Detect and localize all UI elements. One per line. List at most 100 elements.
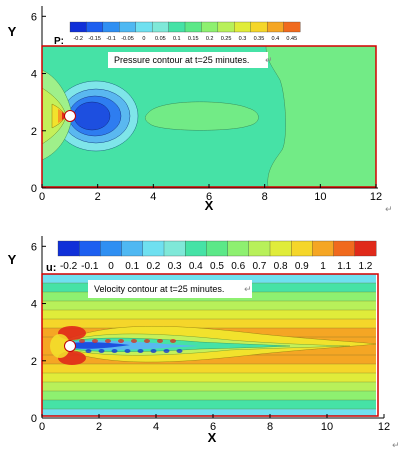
pressure-annotation-mark: ↵: [265, 56, 273, 66]
vortex: [131, 339, 137, 343]
colorbar-swatch: [102, 21, 120, 33]
colorbar-tick-label: 0.35: [254, 36, 265, 42]
colorbar-tick-label: 0.2: [206, 36, 214, 42]
velocity-x-label: X: [208, 430, 217, 445]
x-tick-label: 6: [206, 191, 212, 203]
pressure-annotation: Pressure contour at t=25 minutes.: [114, 55, 249, 65]
vortex: [137, 349, 144, 353]
y-tick-label: 0: [31, 183, 37, 195]
colorbar-swatch: [291, 240, 313, 257]
pressure-wake-blob: [145, 101, 259, 131]
colorbar-swatch: [312, 240, 335, 257]
colorbar-swatch: [142, 240, 165, 257]
colorbar-swatch: [184, 21, 202, 33]
y-tick-label: 0: [31, 413, 37, 425]
colorbar-tick-label: -0.05: [121, 36, 134, 42]
colorbar-swatch: [227, 240, 250, 257]
pressure-y-label: Y: [8, 24, 17, 39]
vortex: [79, 339, 85, 343]
x-tick-label: 2: [95, 191, 101, 203]
colorbar-tick-label: 0.1: [125, 261, 139, 272]
x-tick-label: 4: [153, 421, 159, 433]
colorbar-swatch: [266, 21, 285, 33]
colorbar-tick-label: 1.2: [358, 261, 372, 272]
colorbar-swatch: [69, 21, 87, 33]
colorbar-tick-label: -0.15: [88, 36, 101, 42]
colorbar-tick-label: 0.2: [146, 261, 160, 272]
velocity-annotation-box: [88, 280, 252, 298]
colorbar-swatch: [100, 240, 123, 257]
pressure-x-label: X: [205, 198, 214, 213]
velocity-cylinder: [64, 340, 76, 352]
velocity-y-label: Y: [8, 252, 17, 267]
vortex: [157, 339, 163, 343]
colorbar-swatch: [269, 240, 292, 257]
colorbar-tick-label: 0.9: [295, 261, 309, 272]
pressure-y-ticks: 0 2 4 6: [31, 11, 46, 195]
colorbar-tick-label: -0.2: [60, 261, 78, 272]
pressure-plot: 0 2 4 6 8 10 12 0 2 4 6 X Y P: -0.2 -0.15 -0.1 -0.05…: [8, 6, 382, 213]
velocity-domain-frame: [41, 273, 379, 417]
y-tick-label: 6: [31, 241, 37, 253]
colorbar-tick-label: 1: [320, 261, 326, 272]
paragraph-mark-2: ↵: [392, 441, 400, 451]
y-tick-label: 4: [31, 299, 37, 311]
vortex: [92, 339, 98, 343]
colorbar-swatch: [185, 240, 207, 257]
x-tick-label: 6: [210, 421, 216, 433]
pressure-cylinder: [64, 110, 76, 122]
colorbar-tick-label: 0.4: [272, 36, 280, 42]
vortex: [170, 339, 176, 343]
paragraph-mark-1: ↵: [385, 205, 393, 215]
pressure-x-ticks: 0 2 4 6 8 10 12: [39, 184, 382, 203]
x-tick-label: 8: [262, 191, 268, 203]
velocity-y-ticks: 0 2 4 6: [31, 241, 46, 425]
colorbar-swatch: [206, 240, 229, 257]
x-tick-label: 12: [378, 421, 390, 433]
colorbar-tick-label: 0: [108, 261, 114, 272]
velocity-annotation: Velocity contour at t=25 minutes.: [94, 284, 224, 294]
colorbar-swatch: [354, 240, 377, 257]
y-tick-label: 6: [31, 11, 37, 23]
colorbar-swatch: [79, 240, 101, 257]
vortex: [105, 339, 111, 343]
colorbar-swatch: [234, 21, 252, 33]
colorbar-swatch: [248, 240, 271, 257]
x-tick-label: 0: [39, 191, 45, 203]
colorbar-tick-label: 0.3: [239, 36, 247, 42]
colorbar-swatch: [135, 21, 153, 33]
pressure-downstream-region: [265, 46, 376, 187]
velocity-colorbar-label: u:: [46, 262, 56, 274]
colorbar-swatch: [333, 240, 356, 257]
x-tick-label: 10: [321, 421, 333, 433]
colorbar-tick-label: 0.8: [274, 261, 288, 272]
colorbar-swatch: [283, 21, 301, 33]
vortex: [111, 349, 118, 353]
vortex: [176, 349, 183, 353]
velocity-annotation-mark: ↵: [244, 285, 252, 295]
colorbar-tick-label: 0.3: [168, 261, 182, 272]
vortex: [150, 349, 157, 353]
x-tick-label: 8: [267, 421, 273, 433]
colorbar-tick-label: -0.2: [73, 36, 82, 42]
velocity-colorbar-ticks: -0.2 -0.1 0 0.1 0.2 0.3 0.4 0.5 0.6 0.7 0.8 0.9 1 1.1…: [60, 261, 373, 272]
colorbar-swatch: [57, 240, 80, 257]
vortex: [124, 349, 131, 353]
colorbar-tick-label: -0.1: [106, 36, 115, 42]
vortex: [85, 349, 92, 353]
y-tick-label: 4: [31, 69, 37, 81]
colorbar-swatch: [163, 240, 186, 257]
x-tick-label: 4: [150, 191, 156, 203]
pressure-colorbar-label: P:: [54, 36, 64, 47]
pressure-annotation-box: [108, 52, 268, 68]
x-tick-label: 10: [314, 191, 326, 203]
colorbar-tick-label: 0.05: [155, 36, 166, 42]
colorbar-swatch: [151, 21, 170, 33]
x-tick-label: 0: [39, 421, 45, 433]
colorbar-tick-label: 1.1: [337, 261, 351, 272]
colorbar-tick-label: 0.7: [252, 261, 266, 272]
colorbar-tick-label: 0.4: [189, 261, 203, 272]
colorbar-tick-label: 0.25: [221, 36, 232, 42]
colorbar-swatch: [121, 240, 144, 257]
